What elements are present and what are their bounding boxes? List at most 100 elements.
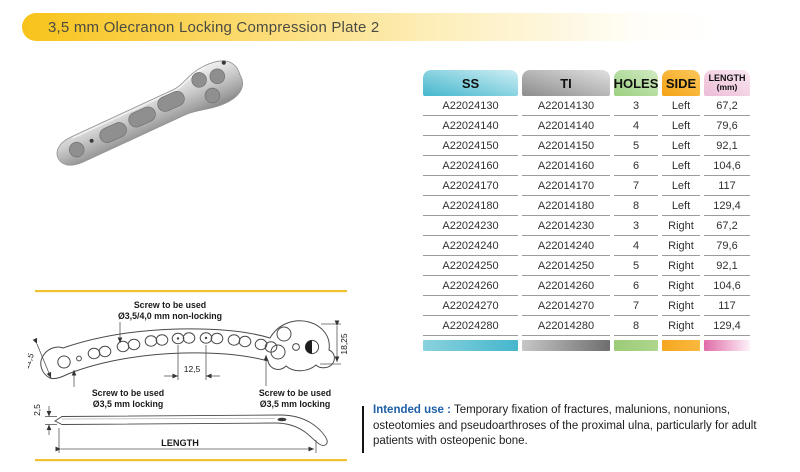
column-header-ti: TI — [522, 70, 610, 96]
plate-photo — [56, 60, 243, 166]
cell-ss: A22024240 — [423, 236, 518, 256]
table-body: A22024130 A22014130 3 Left 67,2 A22024140 A220… — [423, 96, 750, 336]
cell-ss: A22024180 — [423, 196, 518, 216]
intended-use-body: Temporary fixation of fractures, malunio… — [373, 404, 757, 447]
plate-technical-drawing: Screw to be used Ø3,5/4,0 mm non-locking… — [28, 290, 349, 462]
dim-length: LENGTH — [161, 438, 199, 448]
cell-holes: 4 — [614, 236, 658, 256]
table-row: A22024250 A22014250 5 Right 92,1 — [423, 256, 750, 276]
screw-label-bottom-right-line1: Screw to be used — [259, 388, 331, 398]
separator-line-top — [35, 290, 347, 293]
cell-side: Left — [662, 116, 700, 136]
cell-length: 129,4 — [704, 316, 750, 336]
cell-holes: 3 — [614, 216, 658, 236]
intended-use-label: Intended use : — [373, 404, 451, 416]
page-title: 3,5 mm Olecranon Locking Compression Pla… — [48, 18, 380, 36]
cell-side: Right — [662, 296, 700, 316]
cell-side: Right — [662, 316, 700, 336]
cell-ss: A22024140 — [423, 116, 518, 136]
cell-side: Left — [662, 176, 700, 196]
dim-thickness: 2,5 — [32, 404, 42, 416]
cell-ti: A22014130 — [522, 96, 610, 116]
product-table: SS TI HOLES SIDE LENGTH (mm) A22024130 A2… — [423, 70, 750, 351]
cell-ss: A22024130 — [423, 96, 518, 116]
cell-holes: 7 — [614, 176, 658, 196]
cell-holes: 5 — [614, 256, 658, 276]
cell-ss: A22024270 — [423, 296, 518, 316]
cell-length: 67,2 — [704, 96, 750, 116]
cell-ti: A22014270 — [522, 296, 610, 316]
cell-length: 117 — [704, 176, 750, 196]
cell-holes: 7 — [614, 296, 658, 316]
table-row: A22024230 A22014230 3 Right 67,2 — [423, 216, 750, 236]
table-row: A22024170 A22014170 7 Left 117 — [423, 176, 750, 196]
screw-label-bottom-left-line2: Ø3,5 mm locking — [93, 399, 163, 409]
cell-ti: A22014150 — [522, 136, 610, 156]
cell-holes: 6 — [614, 156, 658, 176]
footer-segment-holes — [614, 340, 658, 351]
footer-segment-length — [704, 340, 750, 351]
screw-label-top-line2: Ø3,5/4,0 mm non-locking — [118, 311, 222, 321]
cell-length: 67,2 — [704, 216, 750, 236]
separator-line-bottom — [35, 459, 347, 462]
cell-side: Right — [662, 216, 700, 236]
table-row: A22024160 A22014160 6 Left 104,6 — [423, 156, 750, 176]
cell-length: 104,6 — [704, 156, 750, 176]
cell-ti: A22014240 — [522, 236, 610, 256]
cell-length: 117 — [704, 296, 750, 316]
footer-segment-ti — [522, 340, 610, 351]
cell-side: Right — [662, 256, 700, 276]
cell-holes: 8 — [614, 196, 658, 216]
cell-length: 129,4 — [704, 196, 750, 216]
cell-ti: A22014260 — [522, 276, 610, 296]
table-row: A22024270 A22014270 7 Right 117 — [423, 296, 750, 316]
cell-side: Left — [662, 96, 700, 116]
cell-length: 92,1 — [704, 256, 750, 276]
table-row: A22024240 A22014240 4 Right 79,6 — [423, 236, 750, 256]
cell-side: Left — [662, 196, 700, 216]
table-row: A22024180 A22014180 8 Left 129,4 — [423, 196, 750, 216]
cell-ss: A22024160 — [423, 156, 518, 176]
page-title-bar: 3,5 mm Olecranon Locking Compression Pla… — [22, 13, 716, 41]
screw-label-top-line1: Screw to be used — [134, 300, 206, 310]
cell-holes: 8 — [614, 316, 658, 336]
column-header-length: LENGTH (mm) — [704, 70, 750, 96]
column-header-length-label: LENGTH — [708, 72, 746, 83]
cell-ti: A22014250 — [522, 256, 610, 276]
column-header-length-unit: (mm) — [716, 82, 738, 92]
dim-plate-width: 11,5 — [28, 351, 36, 370]
cell-ti: A22014140 — [522, 116, 610, 136]
cell-holes: 6 — [614, 276, 658, 296]
plate-side-view-drawing — [54, 414, 328, 446]
intended-use-rule — [362, 406, 364, 453]
cell-side: Left — [662, 156, 700, 176]
cell-side: Left — [662, 136, 700, 156]
table-header-row: SS TI HOLES SIDE LENGTH (mm) — [423, 70, 750, 96]
cell-holes: 3 — [614, 96, 658, 116]
table-row: A22024130 A22014130 3 Left 67,2 — [423, 96, 750, 116]
table-footer-bar — [423, 340, 750, 351]
screw-label-bottom-left-line1: Screw to be used — [92, 388, 164, 398]
cell-holes: 5 — [614, 136, 658, 156]
cell-length: 79,6 — [704, 236, 750, 256]
cell-ss: A22024230 — [423, 216, 518, 236]
footer-segment-ss — [423, 340, 518, 351]
screw-label-bottom-right-line2: Ø3,5 mm locking — [260, 399, 330, 409]
cell-ss: A22024170 — [423, 176, 518, 196]
column-header-ss: SS — [423, 70, 518, 96]
table-row: A22024150 A22014150 5 Left 92,1 — [423, 136, 750, 156]
cell-ti: A22014170 — [522, 176, 610, 196]
cell-ss: A22024280 — [423, 316, 518, 336]
footer-segment-side — [662, 340, 700, 351]
cell-length: 92,1 — [704, 136, 750, 156]
cell-ti: A22014180 — [522, 196, 610, 216]
table-row: A22024140 A22014140 4 Left 79,6 — [423, 116, 750, 136]
cell-side: Right — [662, 276, 700, 296]
cell-length: 104,6 — [704, 276, 750, 296]
cell-ss: A22024260 — [423, 276, 518, 296]
dim-head-width: 18,25 — [339, 333, 349, 355]
table-row: A22024260 A22014260 6 Right 104,6 — [423, 276, 750, 296]
cell-holes: 4 — [614, 116, 658, 136]
plate-top-view-drawing — [40, 320, 335, 380]
